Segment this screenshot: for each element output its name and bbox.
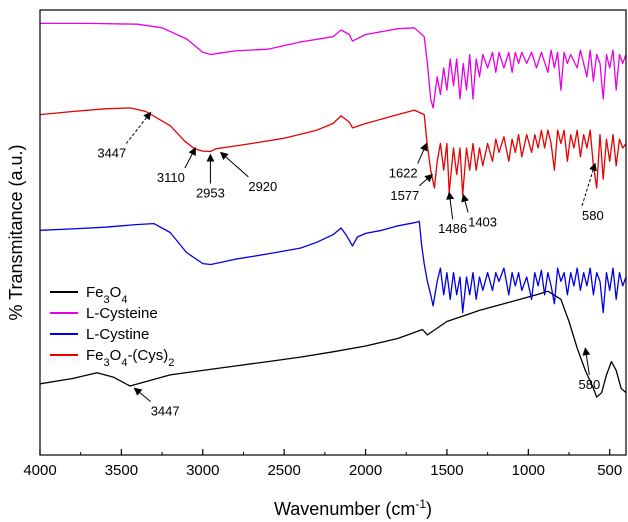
series-line-2	[40, 220, 626, 314]
y-axis-title: % Transmitance (a.u.)	[6, 144, 26, 320]
annotation-label: 3110	[157, 170, 185, 185]
series-line-1	[40, 22, 626, 109]
x-axis-ticks: 4000 3500 3000 2500 2000 1500 1000 500	[23, 449, 622, 479]
legend-label: Fe3O4	[86, 284, 127, 306]
annotation-label: 1577	[390, 188, 419, 203]
annotation-label: 3447	[97, 146, 126, 161]
x-tick-label: 2000	[349, 462, 382, 479]
x-tick-label: 3500	[105, 462, 138, 479]
annotation-label: 580	[579, 377, 601, 392]
x-tick-label: 2500	[267, 462, 300, 479]
annotation-label: 3447	[151, 404, 180, 419]
series-line-3	[40, 107, 626, 196]
annotation-arrow	[125, 111, 152, 144]
plot-frame	[39, 9, 627, 456]
legend-label: Fe3O4-(Cys)2	[86, 347, 174, 369]
x-tick-label: 3000	[186, 462, 219, 479]
annotation-arrow	[133, 387, 152, 402]
series-line-0	[40, 290, 626, 398]
annotation-label: 2920	[248, 179, 277, 194]
annotation-label: 1622	[389, 166, 418, 181]
x-tick-label: 1000	[512, 462, 545, 479]
annotation-arrow	[219, 151, 249, 178]
annotation-label: 2953	[196, 186, 225, 201]
x-tick-label: 500	[597, 462, 622, 479]
annotation-arrow	[446, 191, 455, 220]
legend-label: L-Cysteine	[86, 305, 158, 322]
x-tick-label: 4000	[23, 462, 56, 479]
annotation-arrow	[184, 147, 196, 169]
x-axis-title: Wavenumber (cm-1)	[274, 497, 432, 519]
axis-titles: Wavenumber (cm-1) % Transmitance (a.u.)	[6, 144, 432, 519]
annotation-label: 580	[582, 208, 604, 223]
annotation-arrow	[582, 347, 591, 375]
annotation-arrow	[418, 174, 434, 187]
peak-annotations: 3447 3110 2953 2920 1622 1577 1486 1403 580 3447 5…	[97, 111, 604, 419]
annotation-arrow	[461, 193, 469, 213]
legend-label: L-Cystine	[86, 326, 149, 343]
annotation-arrow	[581, 162, 597, 206]
plot-border	[39, 9, 627, 456]
x-tick-label: 1500	[430, 462, 463, 479]
annotation-label: 1403	[468, 214, 497, 229]
annotation-label: 1486	[438, 221, 467, 236]
series-layer	[40, 22, 626, 398]
annotation-arrow	[417, 142, 428, 164]
